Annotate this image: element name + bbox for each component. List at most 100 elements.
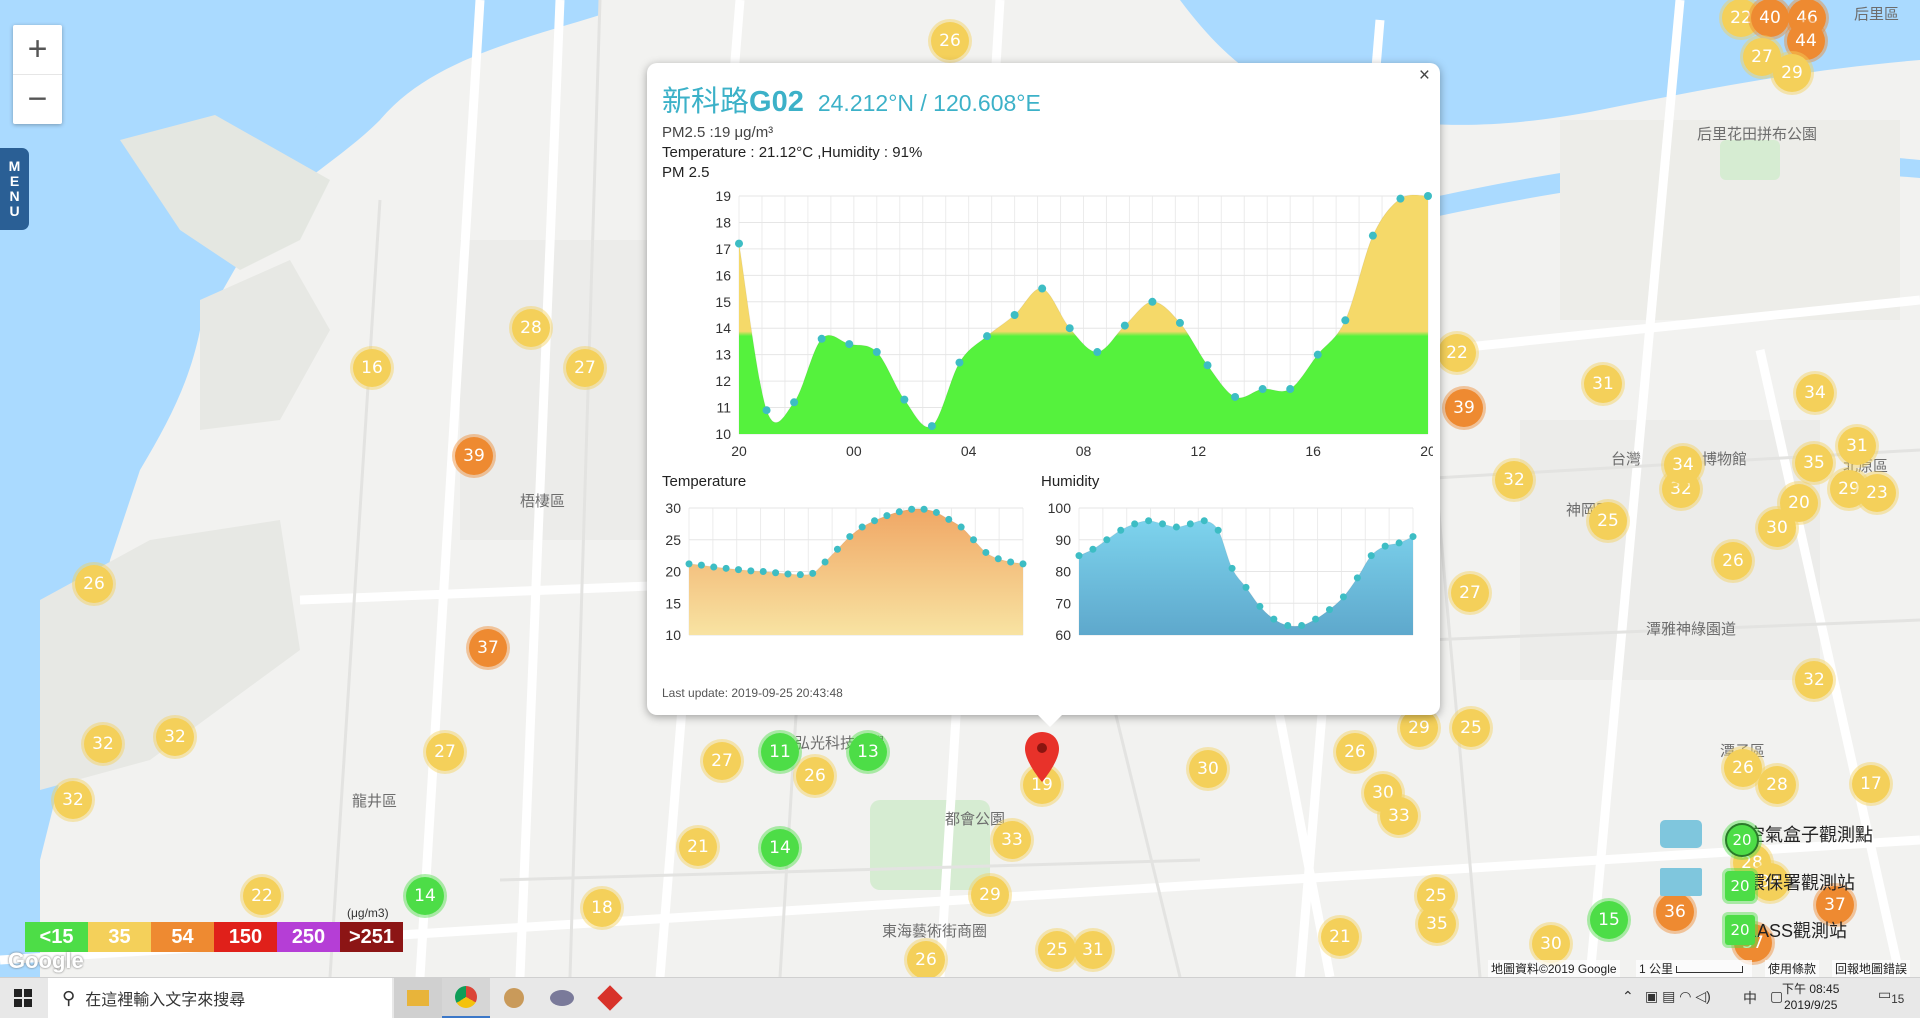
file-explorer-icon[interactable] — [394, 978, 442, 1018]
map-scale[interactable]: 1 公里 — [1636, 960, 1752, 977]
sensor-marker[interactable]: 11 — [761, 733, 799, 771]
sensor-marker[interactable]: 25 — [1589, 502, 1627, 540]
sensor-marker[interactable]: 17 — [1852, 765, 1890, 803]
data-point — [1298, 621, 1306, 629]
sensor-marker[interactable]: 26 — [1714, 542, 1752, 580]
sensor-marker[interactable]: 13 — [849, 733, 887, 771]
x-tick-label: 12 — [1191, 443, 1207, 459]
sensor-marker[interactable]: 26 — [931, 22, 969, 60]
sensor-marker[interactable]: 34 — [1664, 446, 1702, 484]
sensor-marker[interactable]: 33 — [1380, 797, 1418, 835]
sensor-marker[interactable]: 29 — [971, 876, 1009, 914]
menu-letter: U — [9, 203, 20, 219]
sensor-marker[interactable]: 35 — [1795, 444, 1833, 482]
sensor-marker[interactable]: 26 — [1724, 749, 1762, 787]
taskbar-clock[interactable]: 下午 08:45 2019/9/25 — [1782, 981, 1839, 1013]
y-tick-label: 14 — [715, 320, 731, 336]
data-point — [1019, 560, 1027, 568]
key-airbox-label: 空氣盒子觀測點 — [1747, 825, 1873, 845]
sensor-marker[interactable]: 31 — [1838, 427, 1876, 465]
key-airbox[interactable]: 空氣盒子觀測點 — [1660, 820, 1873, 848]
sensor-marker[interactable]: 32 — [1795, 661, 1833, 699]
app-icon[interactable] — [586, 978, 634, 1018]
sensor-marker[interactable]: 26 — [75, 565, 113, 603]
map-area[interactable]: + − M E N U 梧棲區 龍井區 弘光科技大學 都會公園 東海藝術街商圈 神岡區 后里… — [0, 0, 1920, 977]
sensor-marker[interactable]: 27 — [426, 733, 464, 771]
sensor-marker[interactable]: 34 — [1751, 863, 1789, 901]
sensor-marker[interactable]: 29 — [1773, 54, 1811, 92]
sensor-marker[interactable]: 39 — [1445, 389, 1483, 427]
sensor-marker[interactable]: 27 — [1451, 574, 1489, 612]
sensor-marker[interactable]: 25 — [1038, 931, 1076, 969]
sensor-marker[interactable]: 29 — [1400, 709, 1438, 747]
data-point — [908, 505, 916, 513]
ime-indicator[interactable]: 中 — [1743, 990, 1757, 1006]
sensor-marker[interactable]: 14 — [761, 829, 799, 867]
ime-mode-icon[interactable]: ▢ — [1770, 988, 1784, 1004]
sensor-marker[interactable]: 16 — [353, 349, 391, 387]
app-icon[interactable] — [538, 978, 586, 1018]
sensor-marker[interactable]: 14 — [406, 877, 444, 915]
sensor-marker[interactable]: 27 — [566, 349, 604, 387]
sensor-marker[interactable]: 31 — [1074, 931, 1112, 969]
sensor-marker[interactable]: 30 — [1189, 750, 1227, 788]
sensor-marker[interactable]: 44 — [1787, 22, 1825, 60]
sensor-marker[interactable]: 33 — [993, 821, 1031, 859]
sensor-marker[interactable]: 26 — [907, 941, 945, 977]
tray-chevron-icon[interactable]: ⌃ — [1622, 988, 1634, 1004]
chrome-icon[interactable] — [442, 978, 490, 1018]
sensor-marker[interactable]: 37 — [469, 629, 507, 667]
sensor-marker[interactable]: 31 — [1584, 365, 1622, 403]
location-pin-icon[interactable] — [1025, 732, 1059, 787]
sensor-marker[interactable]: 21 — [679, 828, 717, 866]
sensor-marker[interactable]: 21 — [1321, 918, 1359, 956]
sensor-marker[interactable]: 25 — [1452, 709, 1490, 747]
sensor-marker[interactable]: 32 — [54, 781, 92, 819]
data-point — [927, 422, 936, 431]
sensor-marker[interactable]: 22 — [243, 877, 281, 915]
sensor-marker[interactable]: 15 — [1590, 901, 1628, 939]
sensor-marker[interactable]: 18 — [583, 889, 621, 927]
sensor-marker[interactable]: 40 — [1751, 0, 1789, 37]
close-icon[interactable]: × — [1418, 65, 1430, 86]
notification-icon[interactable]: ▭15 — [1878, 986, 1905, 1006]
sensor-marker[interactable]: 20 — [1780, 484, 1818, 522]
app-icon[interactable] — [490, 978, 538, 1018]
sensor-marker[interactable]: 39 — [455, 437, 493, 475]
x-tick-label: 20 — [1420, 443, 1433, 459]
y-tick-label: 19 — [715, 188, 731, 204]
zoom-out-button[interactable]: − — [13, 74, 62, 124]
sensor-marker[interactable]: 28 — [512, 309, 550, 347]
terms-link[interactable]: 使用條款 — [1765, 960, 1820, 977]
sensor-marker[interactable]: 37 — [1816, 886, 1854, 924]
tray-icons[interactable]: ▣ ▤ ◠ ◁) — [1645, 988, 1711, 1004]
windows-start-button[interactable] — [0, 978, 46, 1018]
sensor-marker[interactable]: 34 — [1796, 374, 1834, 412]
search-icon: ⚲ — [62, 987, 76, 1008]
sensor-marker[interactable]: 23 — [1858, 474, 1896, 512]
key-epa[interactable]: 環保署觀測站 — [1660, 868, 1855, 896]
zoom-in-button[interactable]: + — [27, 30, 48, 68]
sensor-marker[interactable]: 30 — [1758, 509, 1796, 547]
sensor-marker[interactable]: 32 — [1495, 461, 1533, 499]
menu-tab[interactable]: M E N U — [0, 148, 29, 230]
data-point — [1089, 545, 1097, 553]
sensor-marker[interactable]: 27 — [703, 742, 741, 780]
menu-letter: N — [9, 188, 20, 204]
sensor-marker[interactable]: 28 — [1758, 766, 1796, 804]
sensor-marker[interactable]: 26 — [796, 757, 834, 795]
sensor-marker[interactable]: 26 — [1336, 733, 1374, 771]
sensor-marker[interactable]: 30 — [1532, 925, 1570, 963]
y-tick-label: 13 — [715, 347, 731, 363]
notification-count: 15 — [1891, 992, 1905, 1006]
sensor-marker[interactable]: 35 — [1418, 905, 1456, 943]
sensor-marker[interactable]: 32 — [84, 725, 122, 763]
key-lass[interactable]: LASS觀測站 — [1660, 916, 1847, 944]
taskbar-search[interactable]: ⚲ 在這裡輸入文字來搜尋 — [48, 978, 392, 1018]
sensor-marker[interactable]: 32 — [156, 718, 194, 756]
data-point — [747, 567, 755, 575]
sensor-marker[interactable]: 36 — [1656, 893, 1694, 931]
report-error-link[interactable]: 回報地圖錯誤 — [1832, 960, 1911, 977]
sensor-marker[interactable]: 22 — [1438, 334, 1476, 372]
sensor-marker[interactable]: 27 — [1743, 38, 1781, 76]
